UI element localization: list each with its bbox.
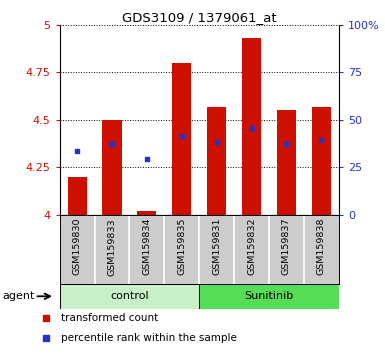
Bar: [67, 177, 87, 215]
Bar: [137, 211, 156, 215]
Text: GSM159831: GSM159831: [212, 218, 221, 275]
Text: control: control: [110, 291, 149, 301]
Bar: [242, 38, 261, 215]
Text: GSM159835: GSM159835: [177, 218, 186, 275]
Title: GDS3109 / 1379061_at: GDS3109 / 1379061_at: [122, 11, 276, 24]
Bar: [312, 107, 331, 215]
Text: transformed count: transformed count: [61, 313, 159, 323]
Bar: [207, 107, 226, 215]
Text: GSM159834: GSM159834: [142, 218, 151, 275]
Text: GSM159830: GSM159830: [73, 218, 82, 275]
Text: GSM159832: GSM159832: [247, 218, 256, 275]
Bar: [60, 284, 199, 309]
Text: agent: agent: [2, 291, 35, 301]
Text: percentile rank within the sample: percentile rank within the sample: [61, 333, 237, 343]
Bar: [277, 110, 296, 215]
Text: GSM159838: GSM159838: [317, 218, 326, 275]
Bar: [172, 63, 191, 215]
Text: GSM159833: GSM159833: [107, 218, 117, 276]
Bar: [102, 120, 122, 215]
Bar: [199, 284, 339, 309]
Text: Sunitinib: Sunitinib: [244, 291, 294, 301]
Text: GSM159837: GSM159837: [282, 218, 291, 275]
